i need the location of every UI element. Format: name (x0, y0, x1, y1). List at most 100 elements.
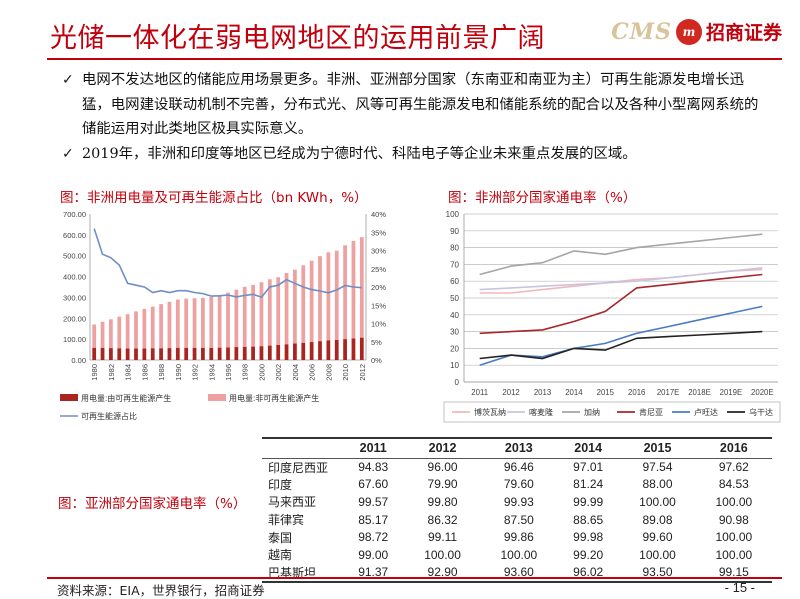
x-tick-label: 2013 (534, 388, 551, 397)
y-tick-label: 80 (450, 244, 459, 253)
bullet-text: 2019年，非洲和印度等地区已经成为宁德时代、科陆电子等企业未来重点发展的区域。 (82, 145, 637, 162)
table-cell: 97.54 (642, 460, 673, 475)
table-row: 菲律宾 85.17 86.32 87.50 88.65 89.08 90.98 (262, 511, 772, 529)
table-cell: 100.00 (639, 547, 676, 562)
bar-renewable (150, 348, 155, 360)
series-line-6 (479, 330, 763, 360)
bullet-text: 电网不发达地区的储能应用场景更多。非洲、亚洲部分国家（东南亚和南亚为主）可再生能… (82, 72, 759, 137)
x-tick-label: 2015 (597, 388, 615, 397)
x-tick-label: 1996 (224, 364, 233, 381)
table-header-cell: 2016 (695, 437, 772, 459)
legend-bar-swatch (208, 394, 226, 401)
table-row: 越南 99.00 100.00 100.00 99.20 100.00 100.00 (262, 546, 772, 564)
table-cell: 90.98 (718, 512, 749, 527)
table-header-cell: 2014 (556, 437, 620, 459)
bar-renewable (217, 347, 222, 360)
bar-nonrenewable (159, 304, 163, 349)
bar-renewable (343, 339, 347, 360)
x-tick-label: 1992 (191, 364, 200, 381)
legend-label: 用电量:非可再生能源产生 (229, 393, 319, 403)
series-line-3 (479, 233, 763, 276)
series-line-4 (479, 273, 763, 335)
table-row-country: 泰国 (268, 530, 293, 545)
logo-mark-icon: m (675, 18, 702, 45)
bar-renewable (318, 341, 322, 360)
check-icon: ✓ (62, 72, 74, 88)
table-cell: 100.00 (500, 547, 538, 562)
y-tick-label: 60 (450, 277, 459, 286)
bar-nonrenewable (226, 292, 230, 348)
legend-label: 肯尼亚 (639, 407, 663, 417)
bar-nonrenewable (92, 324, 97, 348)
bar-nonrenewable (326, 252, 331, 341)
bar-nonrenewable (192, 298, 197, 348)
bar-nonrenewable (117, 316, 122, 349)
bar-nonrenewable (150, 306, 155, 349)
bar-nonrenewable (134, 311, 138, 349)
bar-renewable (100, 347, 105, 360)
table-header-cell: 2012 (404, 437, 481, 459)
series-line-2 (479, 267, 763, 291)
y-tick-label: 40 (450, 311, 459, 320)
table-row-country: 马来西亚 (268, 495, 317, 510)
table-header-cell: 2013 (480, 437, 557, 459)
table-cell: 99.93 (503, 494, 534, 509)
y-right-tick-label: 10% (371, 320, 386, 329)
table-title-asia-electrification: 图：亚洲部分国家通电率（%） (58, 496, 247, 512)
bar-nonrenewable (293, 269, 297, 344)
bar-nonrenewable (109, 319, 113, 349)
table-cell: 86.32 (427, 512, 458, 527)
x-tick-label: 2018E (688, 388, 711, 397)
table-row: 印度尼西亚 94.83 96.00 96.46 97.01 97.54 97.62 (262, 458, 772, 476)
table-row-country: 越南 (268, 548, 293, 563)
table-cell: 99.86 (503, 530, 534, 545)
bar-renewable (92, 347, 97, 360)
y-tick-label: 100 (446, 210, 460, 219)
table-cell: 87.50 (503, 512, 534, 527)
bar-nonrenewable (276, 277, 281, 345)
bar-renewable (293, 343, 297, 360)
bar-nonrenewable (334, 250, 339, 340)
check-icon: ✓ (62, 145, 74, 162)
bar-nonrenewable (167, 301, 172, 349)
y-right-tick-label: 15% (371, 301, 386, 310)
bar-nonrenewable (234, 289, 239, 348)
table-cell: 98.72 (358, 530, 389, 545)
table-cell: 88.65 (573, 512, 604, 527)
company-logo: CMS m 招商证券 (611, 18, 782, 45)
legend-label: 可再生能源占比 (81, 411, 137, 421)
logo-cms-text: CMS (611, 18, 672, 45)
table-row-country: 印度尼西亚 (268, 460, 329, 475)
x-tick-label: 2002 (274, 364, 283, 381)
africa-electrification-chart: 0 10 20 30 40 50 60 70 80 90 100 2011 2012 2013 2014 20… (443, 210, 781, 423)
legend-label: 乌干达 (749, 407, 773, 417)
x-tick-label: 2014 (565, 388, 583, 397)
table-cell: 100.00 (715, 494, 753, 509)
table-cell: 99.60 (642, 530, 673, 545)
bar-renewable (201, 347, 205, 360)
x-tick-label: 2010 (341, 364, 350, 381)
table-cell: 81.24 (573, 477, 604, 492)
y-right-tick-label: 30% (371, 247, 386, 256)
asia-electrification-table: 2011 2012 2013 2014 2015 2016 印度尼西亚 94.83 96.00… (262, 437, 772, 583)
table-cell: 96.46 (503, 460, 534, 475)
bar-renewable (284, 344, 289, 360)
logo-company-name: 招商证券 (705, 22, 782, 44)
bar-nonrenewable (242, 286, 247, 347)
x-tick-label: 2011 (471, 388, 488, 397)
bar-renewable (359, 337, 364, 360)
y-left-tick-label: 600.00 (63, 231, 86, 240)
table-cell: 89.08 (642, 512, 673, 527)
y-tick-label: 20 (450, 344, 459, 353)
table-cell: 79.60 (503, 477, 534, 492)
bar-renewable (175, 347, 180, 360)
bar-renewable (209, 347, 214, 360)
y-left-tick-label: 400.00 (63, 273, 86, 282)
table-header-cell: 2015 (619, 437, 696, 459)
y-tick-label: 30 (450, 328, 459, 337)
chart-title-africa-electrification: 图：非洲部分国家通电率（%） (448, 190, 637, 206)
bar-renewable (109, 348, 113, 360)
bar-renewable (301, 342, 306, 360)
y-right-tick-label: 0% (371, 356, 382, 365)
legend-label: 博茨瓦纳 (474, 407, 506, 417)
